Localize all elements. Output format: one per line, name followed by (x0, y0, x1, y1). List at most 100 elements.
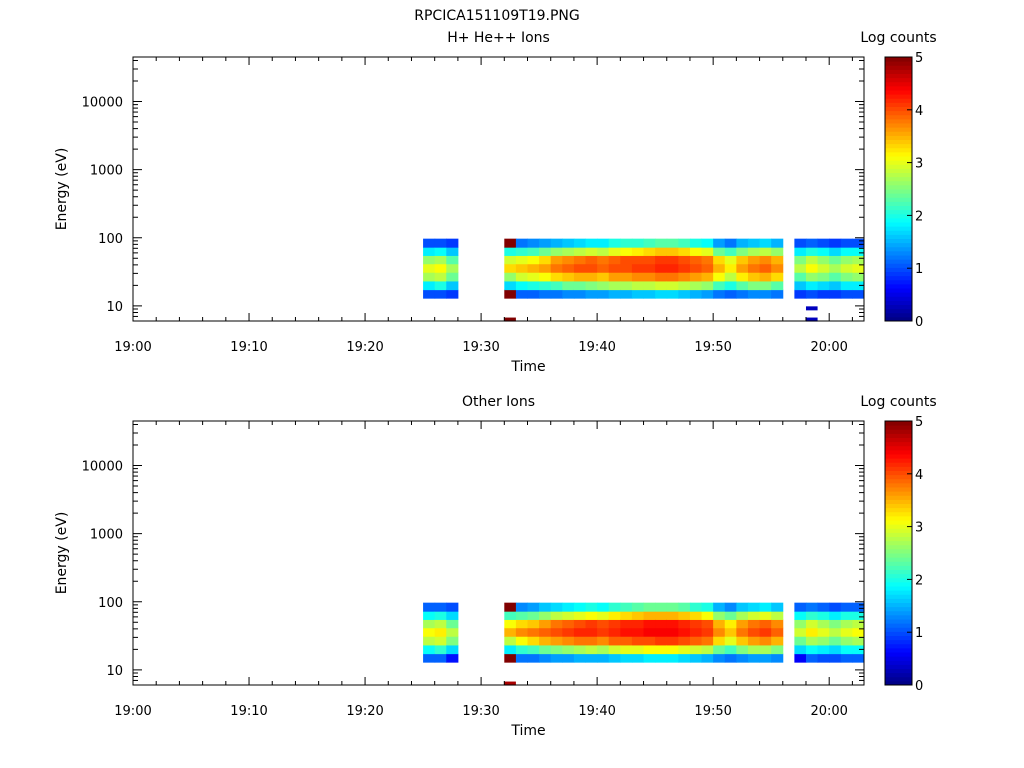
heatmap-cell (794, 636, 807, 646)
heatmap-cell (829, 247, 842, 256)
heatmap-cell (643, 653, 656, 663)
heatmap-cell (817, 263, 830, 273)
heatmap-cell (539, 247, 552, 256)
heatmap-cell (689, 255, 703, 265)
heatmap-cell (423, 255, 436, 265)
heatmap-cell (747, 289, 761, 299)
heatmap-cell (736, 238, 749, 248)
heatmap-cell (643, 602, 656, 612)
heatmap-cell (736, 289, 749, 299)
heatmap-cell (701, 653, 714, 663)
heatmap-cell (829, 644, 842, 655)
heatmap-cell (817, 636, 830, 646)
heatmap-cell (434, 627, 447, 637)
colorbar-segment (885, 623, 912, 628)
colorbar-segment (885, 135, 912, 140)
heatmap-cell (550, 289, 563, 299)
heatmap-cell (666, 611, 679, 620)
heatmap-cell (527, 619, 540, 629)
heatmap-cell (840, 238, 853, 248)
colorbar-segment (885, 131, 912, 136)
heatmap-cell (515, 619, 529, 629)
heatmap-cell (840, 611, 853, 620)
heatmap-cell (631, 653, 645, 663)
heatmap-cell (666, 255, 679, 265)
heatmap-cell (573, 644, 587, 655)
heatmap-cell (504, 611, 517, 620)
heatmap-cell (852, 653, 865, 663)
heatmap-cell (805, 653, 819, 663)
plot-frame (132, 420, 865, 686)
colorbar-segment (885, 565, 912, 570)
heatmap-cell (852, 636, 865, 646)
colorbar-segment (885, 462, 912, 467)
heatmap-cell (434, 238, 447, 248)
colorbar-tick-label: 2 (915, 209, 923, 224)
heatmap-cell (805, 627, 819, 637)
heatmap-cell (724, 611, 737, 620)
heatmap-cell (689, 272, 703, 282)
heatmap-cell (666, 636, 679, 646)
heatmap-cell (689, 644, 703, 655)
colorbar-frame (884, 420, 913, 686)
panel-title: H+ He++ Ions (447, 30, 550, 46)
heatmap-cell (724, 636, 737, 646)
heatmap-cell (631, 255, 645, 265)
heatmap-cell (585, 602, 598, 612)
heatmap-cell (852, 602, 865, 612)
heatmap-cell (805, 636, 819, 646)
heatmap-cell (852, 619, 865, 629)
heatmap-cell (504, 272, 517, 282)
colorbar-segment (885, 217, 912, 223)
heatmap-cell (597, 247, 610, 256)
heatmap-cell (562, 280, 575, 291)
colorbar-segment (885, 532, 912, 537)
heatmap-cell (631, 263, 645, 273)
colorbar-segment (885, 656, 912, 661)
heatmap-cell (620, 653, 633, 663)
colorbar-segment (885, 300, 912, 305)
heatmap-cell (840, 280, 853, 291)
heatmap-cell (504, 263, 517, 273)
heatmap-cell (423, 627, 436, 637)
heatmap-cell (724, 619, 737, 629)
colorbar-segment (885, 114, 912, 120)
heatmap-cell (713, 619, 726, 629)
heatmap-cell (655, 272, 668, 282)
heatmap-cell (527, 255, 540, 265)
colorbar-segment (885, 577, 912, 583)
heatmap-cell (446, 653, 459, 663)
heatmap-cell (573, 653, 587, 663)
heatmap-cell (515, 238, 529, 248)
heatmap-cell (631, 636, 645, 646)
heatmap-cell (550, 644, 563, 655)
heatmap-cell (852, 238, 865, 248)
colorbar-segment (885, 279, 912, 285)
heatmap-cell (643, 289, 656, 299)
colorbar-segment (885, 437, 912, 443)
colorbar-segment (885, 304, 912, 310)
heatmap-cell (713, 272, 726, 282)
colorbar-segment (885, 242, 912, 248)
heatmap-cell (655, 263, 668, 273)
heatmap-cell (852, 627, 865, 637)
colorbar-segment (885, 520, 912, 525)
heatmap-cell (689, 602, 703, 612)
colorbar-segment (885, 487, 912, 492)
heatmap-cell (585, 247, 598, 256)
heatmap-cell (829, 263, 842, 273)
heatmap-cell (643, 636, 656, 646)
heatmap-cell (608, 247, 621, 256)
colorbar-segment (885, 627, 912, 632)
colorbar-segment (885, 470, 912, 476)
colorbar-segment (885, 528, 912, 533)
heatmap-cell (631, 611, 645, 620)
heatmap-cell (655, 247, 668, 256)
heatmap-cell (829, 238, 842, 248)
heatmap-cell (608, 238, 621, 248)
heatmap-cell (759, 238, 772, 248)
y-tick-label: 10000 (82, 96, 123, 111)
heatmap-cell (539, 602, 552, 612)
